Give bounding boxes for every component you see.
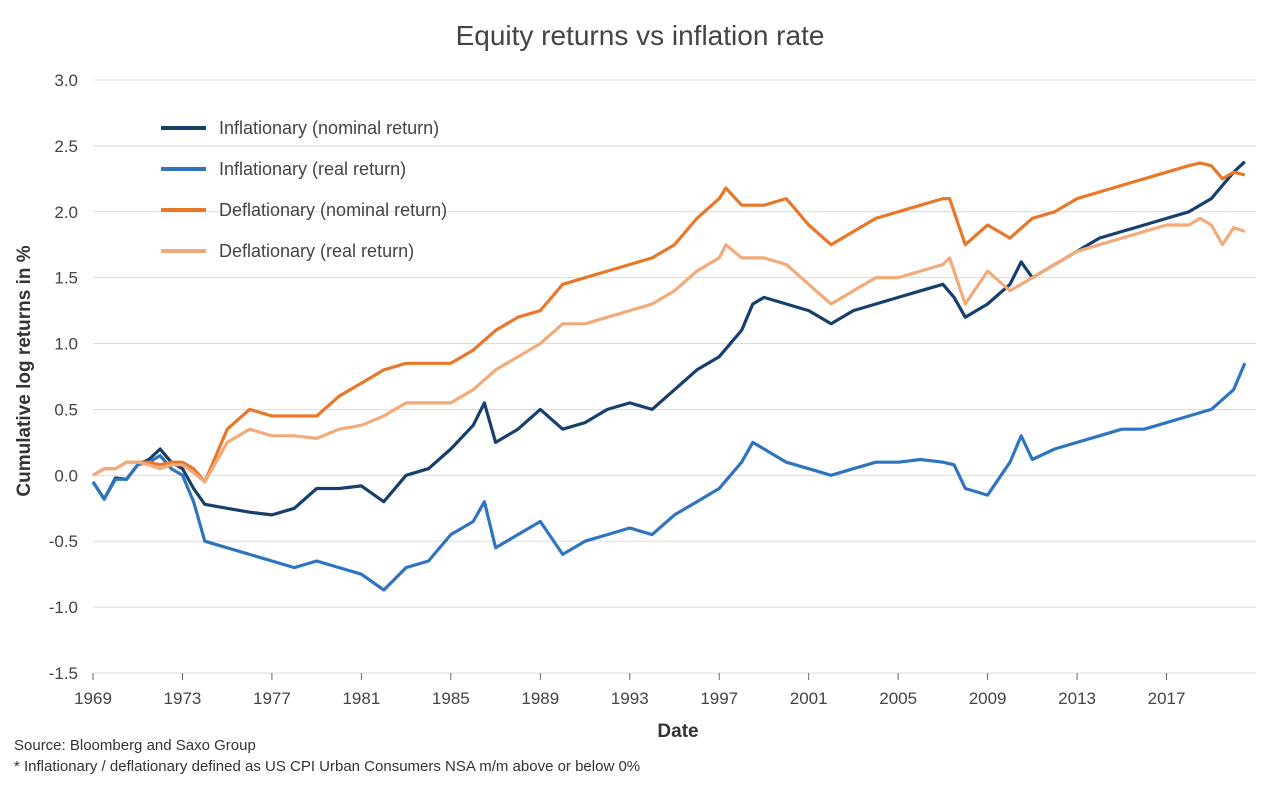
y-tick-label: 1.5	[54, 269, 78, 288]
y-tick-label: -0.5	[49, 532, 78, 551]
y-tick-label: 2.0	[54, 203, 78, 222]
x-tick-label: 1981	[342, 689, 380, 708]
x-tick-label: 1977	[253, 689, 291, 708]
x-axis-label: Date	[657, 721, 698, 742]
y-tick-label: 1.0	[54, 335, 78, 354]
gridlines	[93, 79, 1256, 674]
x-tick-label: 1989	[521, 689, 559, 708]
y-axis-ticks: -1.5 -1.0 -0.5 0.0 0.5 1.0 1.5 2.0 2.5 3.0	[49, 71, 78, 683]
x-tick-label: 1993	[611, 689, 649, 708]
x-tick-label: 1997	[700, 689, 738, 708]
series-line-3	[92, 161, 1246, 484]
legend-label: Inflationary (nominal return)	[219, 118, 439, 138]
x-tick-label: 1969	[74, 689, 112, 708]
y-tick-label: -1.0	[49, 598, 78, 617]
x-tick-label: 1985	[432, 689, 470, 708]
definition-note: * Inflationary / deflationary defined as…	[14, 758, 641, 775]
y-tick-label: -1.5	[49, 664, 78, 683]
series-line-1	[91, 160, 1246, 517]
legend-label: Deflationary (real return)	[219, 241, 414, 261]
x-tick-label: 1973	[164, 689, 202, 708]
x-tick-label: 2005	[879, 689, 917, 708]
x-axis-ticks: 1969 1973 1977 1981 1985 1989 1993 1997 2001 2005…	[74, 673, 1185, 708]
series-line-2	[91, 362, 1247, 592]
chart-title: Equity returns vs inflation rate	[456, 20, 825, 51]
y-tick-label: 0.5	[54, 400, 78, 419]
x-tick-label: 2009	[969, 689, 1007, 708]
x-tick-label: 2017	[1148, 689, 1186, 708]
y-tick-label: 2.5	[54, 137, 78, 156]
y-tick-label: 0.0	[54, 466, 78, 485]
line-chart: Equity returns vs inflation rate -1.5-1.…	[14, 20, 1256, 742]
series-line-4	[92, 216, 1246, 484]
y-tick-label: 3.0	[54, 71, 78, 90]
legend-label: Deflationary (nominal return)	[219, 200, 447, 220]
series-lines	[91, 160, 1247, 592]
y-axis-label: Cumulative log returns in %	[14, 245, 35, 496]
legend: Inflationary (nominal return) Inflationar…	[161, 118, 447, 261]
x-tick-label: 2013	[1058, 689, 1096, 708]
x-tick-label: 2001	[790, 689, 828, 708]
source-note: Source: Bloomberg and Saxo Group	[14, 737, 256, 754]
legend-label: Inflationary (real return)	[219, 159, 406, 179]
